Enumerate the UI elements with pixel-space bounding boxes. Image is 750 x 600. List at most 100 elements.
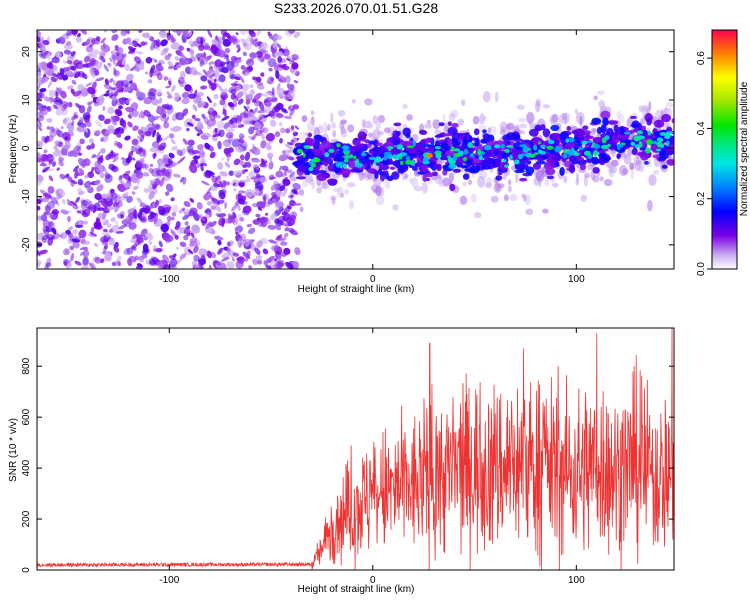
heatmap-cell xyxy=(330,112,334,123)
heatmap-cell xyxy=(176,228,182,235)
heatmap-cell xyxy=(102,106,106,111)
heatmap-cell xyxy=(221,252,231,259)
heatmap-cell xyxy=(478,144,483,150)
heatmap-cell xyxy=(245,94,253,102)
heatmap-cell xyxy=(540,124,546,131)
heatmap-cell xyxy=(257,113,266,122)
heatmap-cell xyxy=(269,176,277,180)
heatmap-cell xyxy=(308,166,314,172)
heatmap-cell xyxy=(256,240,263,248)
heatmap-cell xyxy=(168,152,175,159)
heatmap-cell xyxy=(629,115,637,119)
heatmap-cell xyxy=(460,164,469,169)
heatmap-cell xyxy=(118,105,123,110)
heatmap-cell xyxy=(202,132,212,138)
heatmap-cell xyxy=(38,215,42,223)
heatmap-cell xyxy=(74,260,82,266)
heatmap-cell xyxy=(215,212,220,217)
heatmap-cell xyxy=(157,205,166,216)
heatmap-cell xyxy=(222,109,227,115)
heatmap-cell xyxy=(255,76,262,83)
heatmap-cell xyxy=(665,131,674,135)
heatmap-cell xyxy=(280,237,287,242)
heatmap-cell xyxy=(275,200,284,208)
heatmap-cell xyxy=(50,76,57,83)
heatmap-cell xyxy=(149,163,154,168)
heatmap-cell xyxy=(102,228,108,233)
heatmap-cell xyxy=(282,188,288,197)
heatmap-cell xyxy=(405,160,413,165)
heatmap-cell xyxy=(191,149,200,155)
heatmap-cell xyxy=(160,39,168,47)
heatmap-cell xyxy=(114,108,123,117)
heatmap-cell xyxy=(48,175,54,182)
snr-y-axis: 0 200 400 600 800 xyxy=(21,357,674,573)
heatmap-cell xyxy=(198,258,207,266)
heatmap-cell xyxy=(92,54,98,59)
heatmap-cell xyxy=(229,35,238,43)
heatmap-cell xyxy=(136,263,143,267)
heatmap-cell xyxy=(48,89,56,98)
heatmap-cell xyxy=(171,30,178,33)
heatmap-cell xyxy=(567,150,575,156)
heatmap-cell xyxy=(148,240,153,245)
heatmap-cell xyxy=(279,165,283,172)
heatmap-cell xyxy=(179,52,184,58)
heatmap-cell xyxy=(121,119,127,128)
heatmap-cell xyxy=(63,260,68,266)
heatmap-cell xyxy=(152,245,158,249)
heatmap-cell xyxy=(616,110,622,120)
heatmap-cell xyxy=(242,205,252,214)
heatmap-cell xyxy=(70,179,78,185)
heatmap-cell xyxy=(245,119,251,124)
heatmap-cell xyxy=(111,261,117,267)
heatmap-cell xyxy=(289,176,297,182)
heatmap-cell xyxy=(95,61,103,70)
heatmap-cell xyxy=(397,167,405,174)
heatmap-cell xyxy=(138,110,143,119)
heatmap-cell xyxy=(187,249,194,255)
heatmap-cell xyxy=(199,59,205,67)
heatmap-cell xyxy=(97,196,104,203)
heatmap-cell xyxy=(561,112,568,121)
heatmap-cell xyxy=(214,128,218,134)
heatmap-cell xyxy=(93,243,99,247)
heatmap-cell xyxy=(340,129,348,138)
heatmap-cell xyxy=(70,252,75,262)
heatmap-cell xyxy=(547,139,555,145)
heatmap-cell xyxy=(343,149,351,153)
heatmap-cell xyxy=(251,133,258,140)
heatmap-cell xyxy=(586,142,594,146)
heatmap-cell xyxy=(485,177,493,187)
heatmap-cell xyxy=(37,179,43,187)
heatmap-cell xyxy=(58,36,66,44)
heatmap-cell xyxy=(139,207,147,213)
heatmap-cell xyxy=(605,161,612,168)
heatmap-cell xyxy=(53,146,61,154)
heatmap-cell xyxy=(383,151,392,156)
heatmap-cell xyxy=(38,42,46,49)
heatmap-cell xyxy=(109,192,119,201)
heatmap-cell xyxy=(208,264,212,269)
heatmap-cell xyxy=(198,151,206,159)
heatmap-cell xyxy=(38,53,47,59)
heatmap-cell xyxy=(281,252,288,257)
heatmap-cell xyxy=(173,173,181,178)
heatmap-cell xyxy=(377,115,385,123)
heatmap-cell xyxy=(415,149,425,156)
heatmap-cell xyxy=(661,114,672,123)
heatmap-cell xyxy=(92,81,97,90)
heatmap-cell xyxy=(275,170,284,178)
heatmap-cell xyxy=(495,175,503,181)
heatmap-cell xyxy=(391,139,401,146)
heatmap-cell xyxy=(191,224,200,232)
heatmap-cell xyxy=(206,96,212,103)
heatmap-cell xyxy=(554,146,562,153)
heatmap-cell xyxy=(274,258,278,262)
heatmap-cell xyxy=(227,101,234,107)
heatmap-cell xyxy=(263,221,269,226)
heatmap-cell xyxy=(112,79,117,87)
heatmap-cell xyxy=(48,60,53,66)
heatmap-cell xyxy=(502,175,507,180)
heatmap-cell xyxy=(37,140,44,148)
